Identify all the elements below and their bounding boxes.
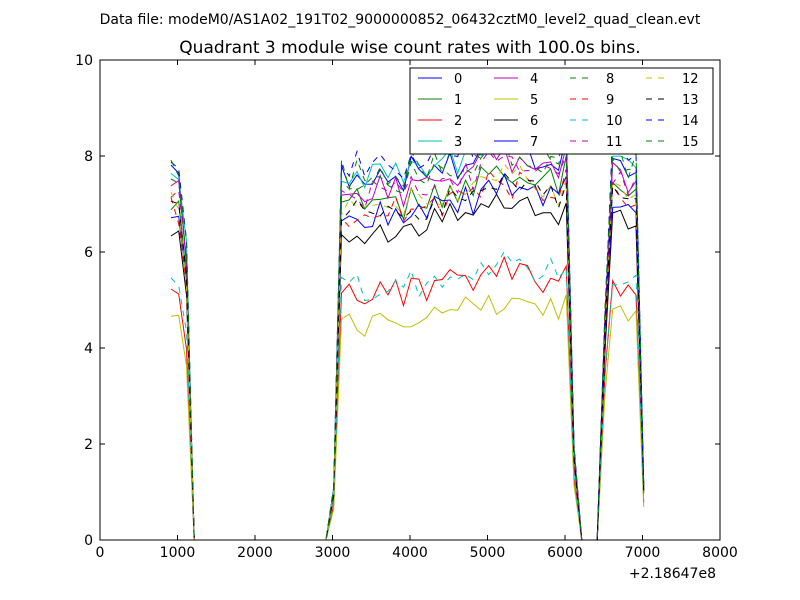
y-tick-label: 4 <box>84 341 93 357</box>
legend-label: 10 <box>606 114 623 129</box>
series-line-8 <box>170 136 645 540</box>
y-tick-label: 0 <box>84 533 93 549</box>
plot-area: 0 1000 2000 3000 4000 5000 6000 7000 8000 0 2 4 6 8 1… <box>75 53 738 582</box>
x-tick-label: 7000 <box>625 545 661 561</box>
y-tick-label: 10 <box>75 53 93 69</box>
suptitle: Data file: modeM0/AS1A02_191T02_90000008… <box>100 12 701 28</box>
y-tick-label: 6 <box>84 245 93 261</box>
legend-label: 4 <box>530 72 538 87</box>
legend-label: 1 <box>454 93 462 108</box>
legend-label: 8 <box>606 72 614 87</box>
legend-label: 14 <box>682 114 699 129</box>
series-line-3 <box>170 124 645 540</box>
legend-label: 3 <box>454 135 462 150</box>
legend-label: 15 <box>682 135 699 150</box>
y-tick-label: 2 <box>84 437 93 453</box>
series-line-6 <box>170 193 645 540</box>
legend-label: 7 <box>530 135 538 150</box>
series-line-2 <box>170 255 645 540</box>
series-line-11 <box>170 150 645 540</box>
series-line-5 <box>170 294 645 540</box>
legend-label: 2 <box>454 114 462 129</box>
x-tick-label: 1000 <box>160 545 196 561</box>
x-tick-label: 0 <box>96 545 105 561</box>
legend-label: 11 <box>606 135 623 150</box>
chart-title: Quadrant 3 module wise count rates with … <box>179 38 640 58</box>
legend-label: 6 <box>530 114 538 129</box>
x-tick-label: 2000 <box>237 545 273 561</box>
series-line-12 <box>170 162 645 540</box>
x-tick-label: 4000 <box>392 545 428 561</box>
legend-label: 0 <box>454 72 462 87</box>
legend-label: 5 <box>530 93 538 108</box>
series-line-13 <box>170 172 645 540</box>
legend-label: 13 <box>682 93 699 108</box>
series-line-1 <box>170 155 645 540</box>
series-line-7 <box>170 172 645 540</box>
series-line-0 <box>170 137 645 540</box>
legend-box <box>409 67 714 155</box>
series-line-15 <box>170 136 645 540</box>
legend-label: 12 <box>682 72 699 87</box>
series-group <box>170 121 645 540</box>
x-tick-label: 6000 <box>547 545 583 561</box>
legend-label: 9 <box>606 93 614 108</box>
x-offset-label: +2.18647e8 <box>629 566 716 582</box>
x-tick-label: 3000 <box>315 545 351 561</box>
x-tick-label: 8000 <box>702 545 738 561</box>
y-tick-label: 8 <box>84 149 93 165</box>
x-axis-ticks: 0 1000 2000 3000 4000 5000 6000 7000 8000 <box>96 60 738 561</box>
x-tick-label: 5000 <box>470 545 506 561</box>
